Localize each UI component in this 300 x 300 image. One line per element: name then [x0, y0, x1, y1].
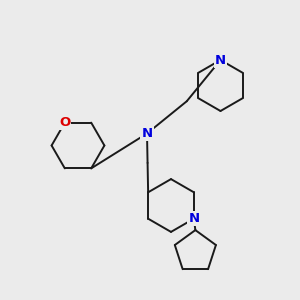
Text: N: N	[141, 127, 153, 140]
Text: N: N	[215, 53, 226, 67]
Text: O: O	[59, 116, 70, 129]
Text: N: N	[188, 212, 200, 225]
